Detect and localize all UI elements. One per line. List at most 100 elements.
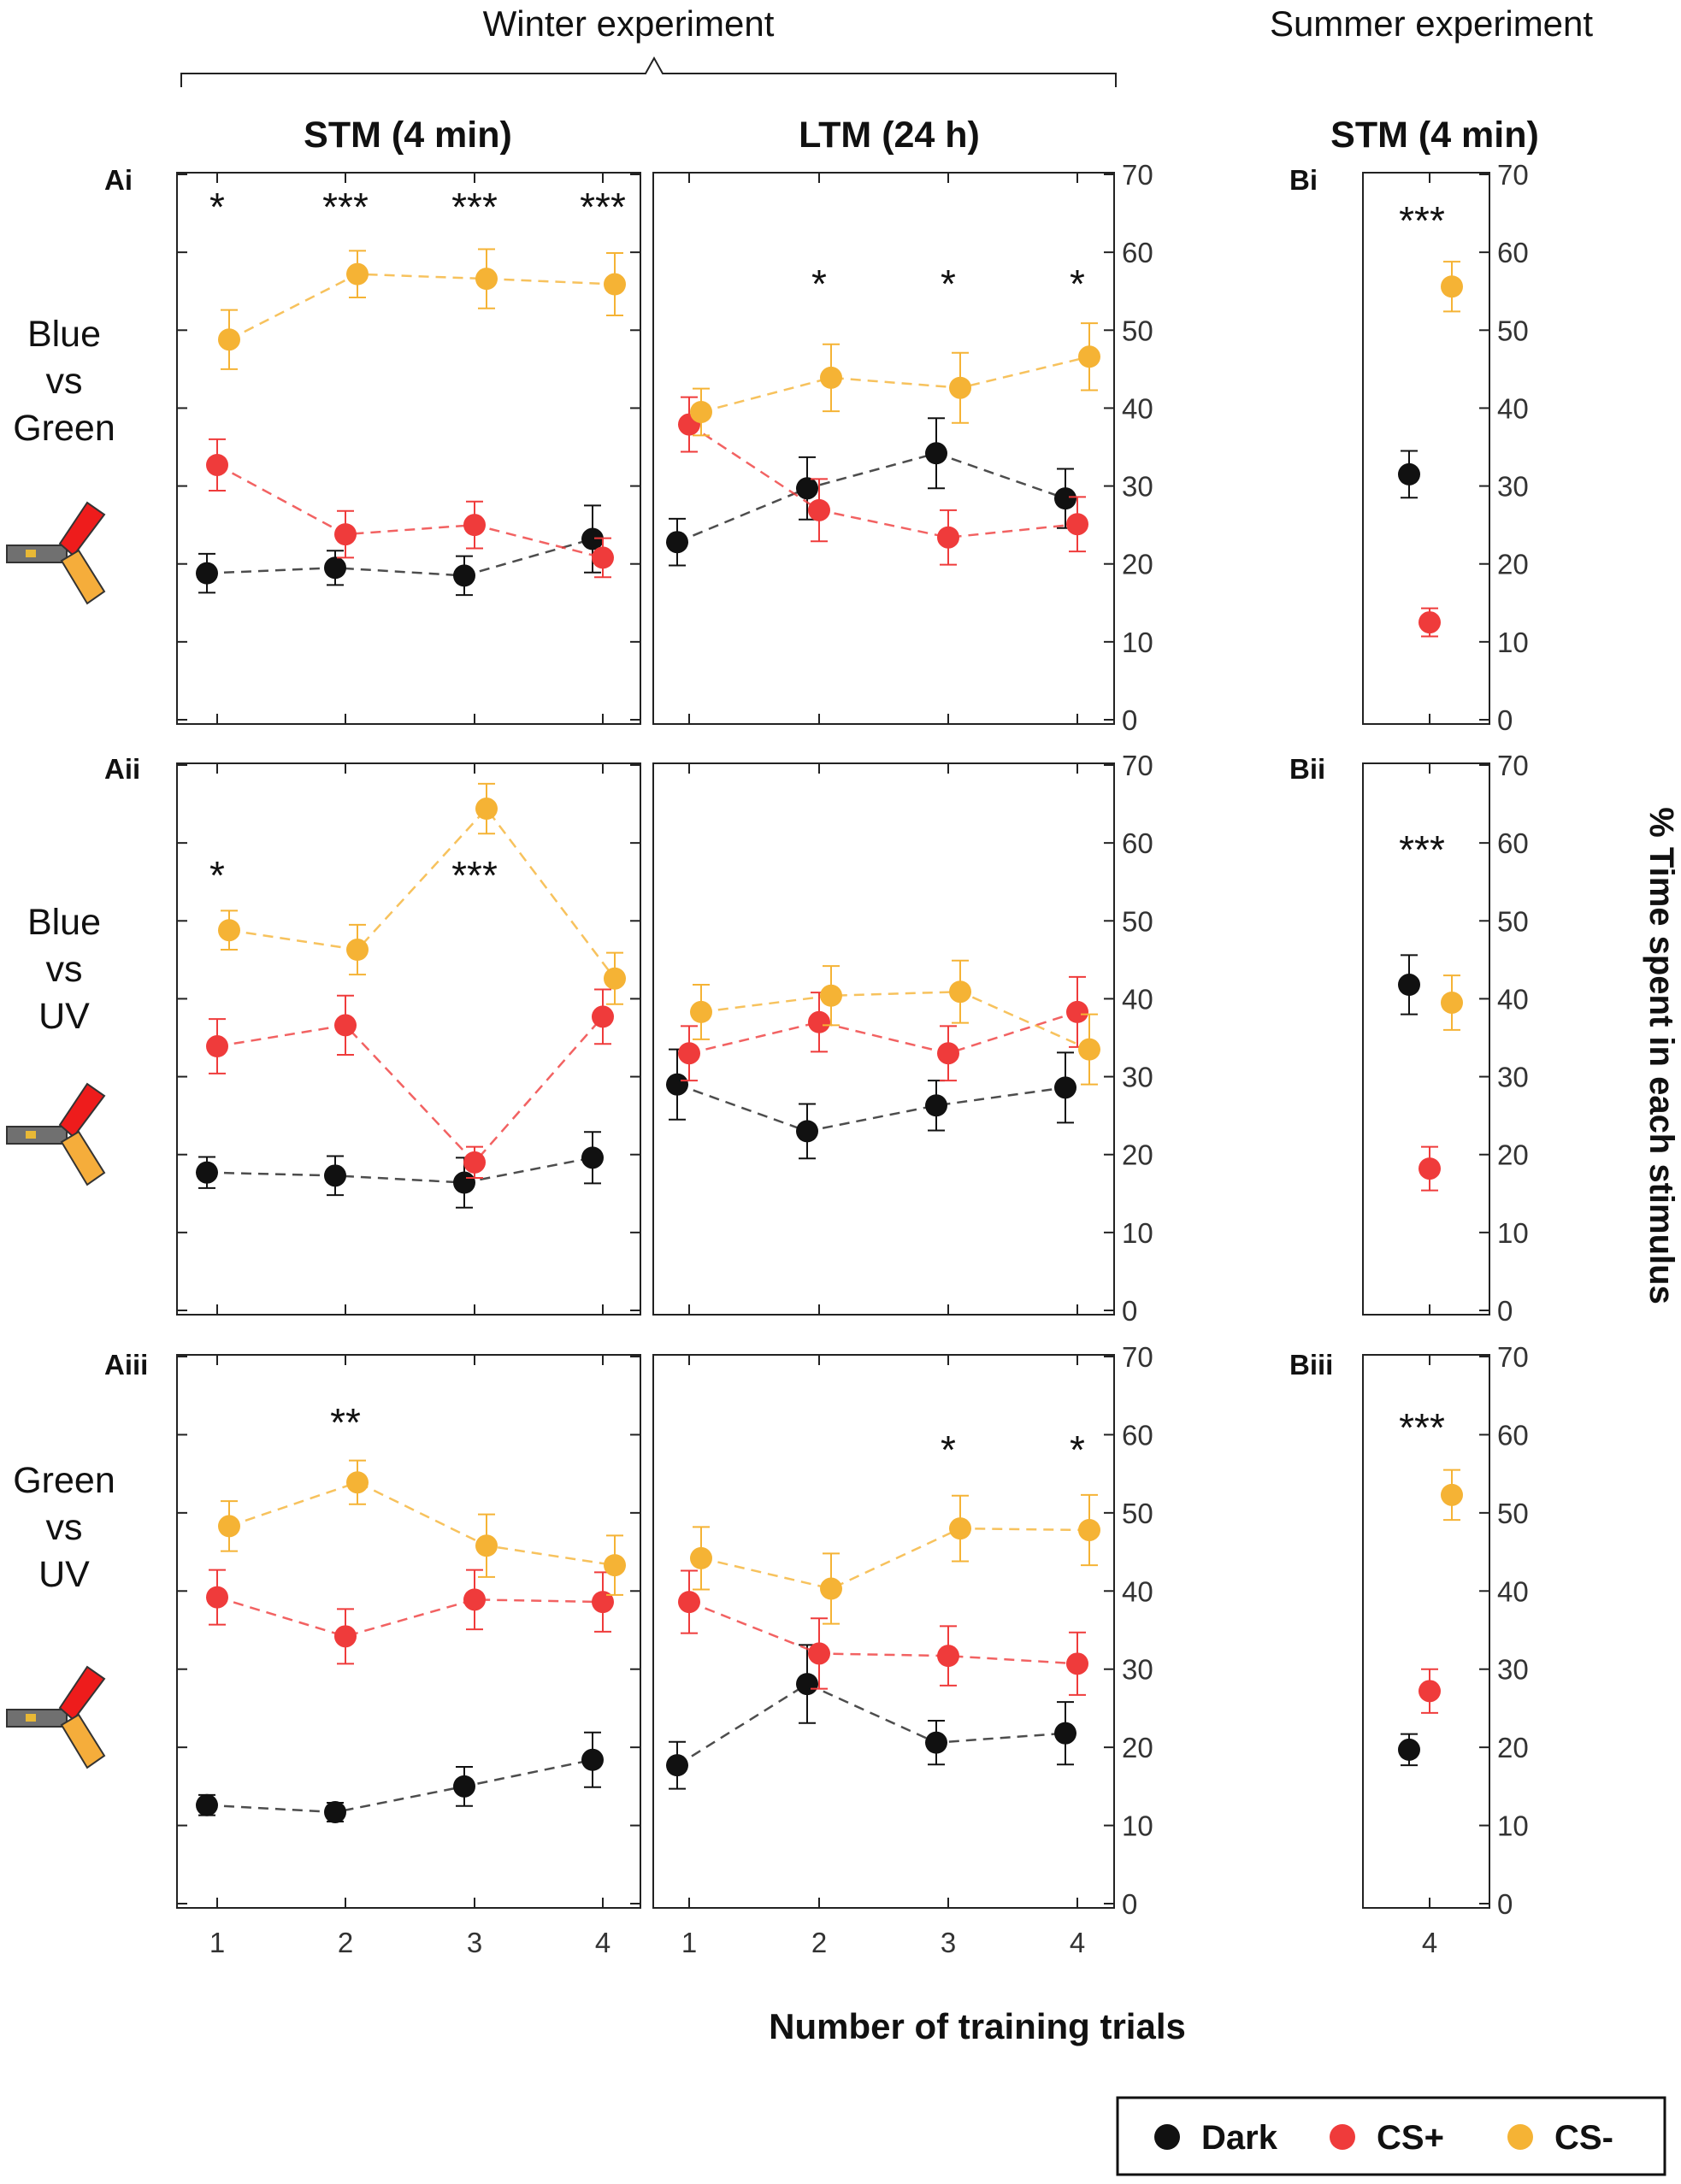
series-line-csplus [216,463,604,559]
data-point [604,1554,626,1577]
data-point [690,400,712,423]
data-point [592,1591,614,1614]
significance-marker: *** [451,853,498,898]
col-title-stm: STM (4 min) [304,115,512,156]
x-tick-label: 4 [1422,1927,1437,1958]
y-tick-label: 0 [1497,704,1513,736]
data-point [196,1161,218,1184]
plot-frame [176,762,641,1316]
plot-frame [1362,1354,1490,1909]
y-tick-label: 40 [1497,1575,1529,1607]
data-point [949,376,971,399]
data-point [949,980,971,1004]
y-tick-label: 50 [1497,1498,1529,1529]
y-axis-label: % Time spent in each stimulus [1643,807,1680,1304]
plot-frame [176,1354,641,1909]
data-point [581,527,604,550]
y-tick-label: 70 [1497,750,1529,781]
significance-marker: *** [580,185,626,229]
series-line-csplus [216,1015,604,1164]
y-tick-label: 70 [1122,159,1153,191]
data-point [1441,1483,1463,1506]
data-point [937,1645,959,1668]
plot-frame [1362,762,1490,1316]
data-point [453,1775,475,1798]
data-point [196,562,218,585]
panel-label-Aiii: Aiii [104,1349,148,1380]
y-tick-label: 30 [1497,1062,1529,1093]
col-title-summer-stm: STM (4 min) [1330,115,1539,156]
significance-marker: *** [1399,198,1445,243]
data-point [218,919,240,942]
data-point [1054,1076,1076,1099]
series-line-dark [206,538,593,577]
data-point [808,1642,830,1665]
legend-csminus-label: CS- [1554,2119,1613,2157]
legend-csplus-marker [1330,2124,1355,2150]
data-point [324,1164,346,1187]
series-line-csplus [688,1010,1078,1055]
plot-frame [652,762,1115,1316]
panel-label-Bii: Bii [1289,753,1325,785]
significance-marker: * [941,262,956,306]
data-point [346,939,369,962]
row-label-line: Blue [27,902,101,943]
row-label-line: Green [13,408,115,449]
y-tick-label: 40 [1497,983,1529,1015]
data-point [324,1801,346,1824]
data-point [196,1793,218,1816]
panel-label-Aii: Aii [104,753,140,785]
y-tick-label: 30 [1122,1062,1153,1093]
y-tick-label: 70 [1122,750,1153,781]
data-point [218,328,240,351]
y-tick-label: 70 [1497,159,1529,191]
data-point [1066,513,1088,536]
y-tick-label: 40 [1497,392,1529,424]
y-tick-label: 10 [1497,1217,1529,1249]
data-point [1078,1518,1100,1541]
significance-marker: * [209,185,225,229]
data-point [206,1035,228,1058]
significance-marker: *** [451,185,498,229]
col-title-ltm: LTM (24 h) [799,115,980,156]
y-tick-label: 50 [1122,315,1153,346]
series-line-csminus [700,990,1090,1051]
y-tick-label: 20 [1497,549,1529,580]
data-point [949,1517,971,1540]
series-line-dark [676,1083,1066,1133]
data-point [592,546,614,569]
y-tick-label: 10 [1122,1810,1153,1842]
series-line-dark [206,1157,593,1184]
series-line-csplus [688,1600,1078,1665]
series-line-csminus [700,1527,1090,1590]
legend-csplus-label: CS+ [1377,2119,1444,2157]
data-point [218,1515,240,1538]
data-point [796,1120,818,1143]
data-point [925,1731,947,1754]
data-point [475,798,498,821]
x-axis-label: Number of training trials [769,2006,1186,2046]
y-tick-label: 60 [1122,827,1153,859]
panel-label-Bi: Bi [1289,164,1318,196]
y-tick-label: 50 [1122,905,1153,937]
data-point [334,523,357,546]
data-point [463,514,486,537]
y-tick-label: 60 [1122,237,1153,268]
y-tick-label: 30 [1497,1654,1529,1686]
data-point [1419,1157,1441,1180]
data-point [1066,1000,1088,1023]
data-point [1419,611,1441,634]
series-line-csminus [700,356,1090,414]
y-tick-label: 60 [1497,1419,1529,1451]
data-point [581,1146,604,1169]
y-tick-label: 40 [1122,392,1153,424]
x-tick-label: 3 [467,1927,482,1958]
y-tick-label: 10 [1497,627,1529,658]
data-point [808,498,830,521]
series-line-csplus [216,1596,604,1638]
panel-Aiii: 1 2 3 4 ** [176,1354,641,1958]
panel-Bi: 0 10 20 30 40 50 60 70 *** [1362,159,1529,736]
y-tick-label: 0 [1122,1295,1137,1327]
y-tick-label: 20 [1122,1732,1153,1763]
data-point [1078,1038,1100,1061]
